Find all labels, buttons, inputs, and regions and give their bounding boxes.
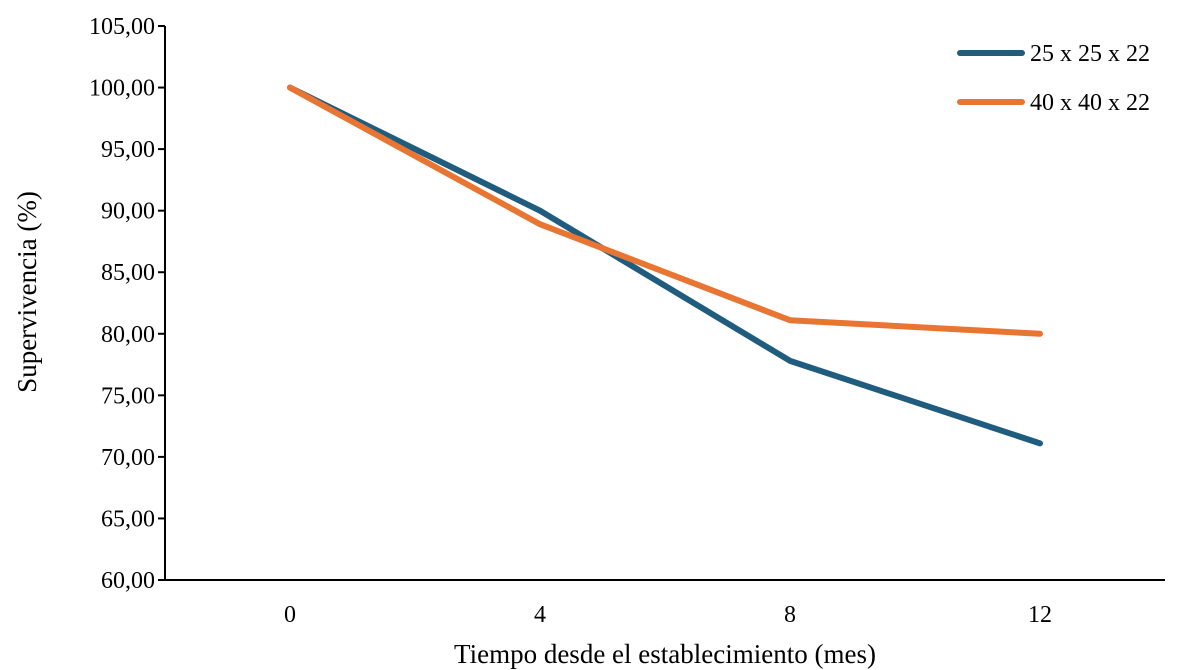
y-tick-label: 60,00 xyxy=(101,568,155,594)
x-axis-title: Tiempo desde el establecimiento (mes) xyxy=(454,639,876,669)
x-tick-label: 12 xyxy=(1028,602,1052,628)
y-axis-title: Supervivencia (%) xyxy=(12,191,42,393)
series-line-1 xyxy=(287,84,1043,447)
x-axis-ticks: 0 4 8 12 xyxy=(284,602,1052,628)
y-axis-ticks: 60,00 65,00 70,00 75,00 80,00 85,00 90,00 95,00… xyxy=(89,14,165,594)
y-tick-label: 75,00 xyxy=(101,383,155,409)
series-lines xyxy=(287,84,1043,447)
y-tick-label: 65,00 xyxy=(101,506,155,532)
y-tick-label: 85,00 xyxy=(101,260,155,286)
y-tick-label: 100,00 xyxy=(89,76,155,102)
legend: 25 x 25 x 22 40 x 40 x 22 xyxy=(957,41,1150,116)
x-tick-label: 0 xyxy=(284,602,296,628)
y-tick-label: 95,00 xyxy=(101,137,155,163)
y-tick-label: 105,00 xyxy=(89,14,155,40)
y-tick-label: 70,00 xyxy=(101,445,155,471)
legend-label: 40 x 40 x 22 xyxy=(1030,90,1150,116)
x-tick-label: 8 xyxy=(784,602,796,628)
y-tick-label: 90,00 xyxy=(101,199,155,225)
y-tick-label: 80,00 xyxy=(101,322,155,348)
legend-label: 25 x 25 x 22 xyxy=(1030,41,1150,67)
series-line-2 xyxy=(287,84,1043,337)
x-tick-label: 4 xyxy=(534,602,546,628)
axes xyxy=(164,26,1165,581)
